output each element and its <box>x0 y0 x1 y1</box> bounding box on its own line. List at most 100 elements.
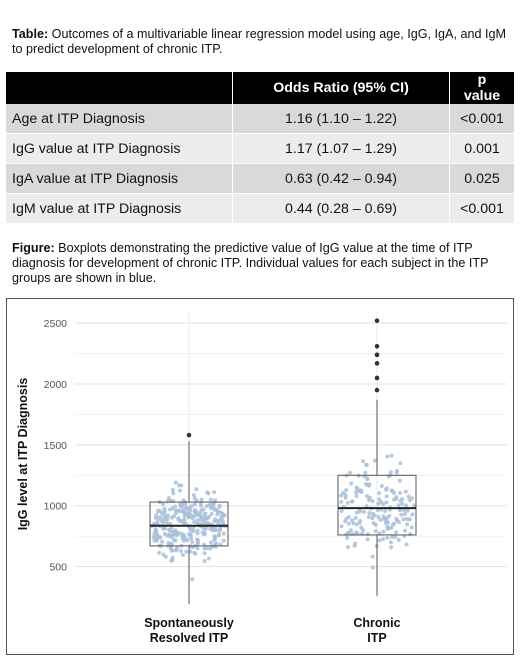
data-point <box>403 511 408 516</box>
data-point <box>215 512 220 517</box>
data-point <box>396 520 401 525</box>
data-point <box>359 525 364 530</box>
data-point <box>202 516 207 521</box>
data-point <box>157 534 162 539</box>
data-point <box>184 549 189 554</box>
data-point <box>379 483 384 488</box>
data-point <box>196 513 201 518</box>
data-point <box>376 514 381 519</box>
data-point <box>212 519 217 524</box>
data-point <box>173 504 178 509</box>
data-point <box>385 526 390 531</box>
data-point <box>192 502 197 507</box>
data-point <box>401 517 406 522</box>
data-point <box>388 540 393 545</box>
odds-ratio-cell: 1.17 (1.07 – 1.29) <box>232 133 450 164</box>
data-point <box>212 490 217 495</box>
data-point <box>400 501 405 506</box>
data-point <box>189 536 194 541</box>
data-point <box>359 490 364 495</box>
data-point <box>398 461 403 466</box>
data-point <box>195 541 200 546</box>
header-p-value: p value <box>449 72 514 104</box>
data-point <box>157 550 162 555</box>
data-point <box>370 511 375 516</box>
data-point <box>212 537 217 542</box>
data-point <box>377 538 382 543</box>
row-label: IgA value at ITP Diagnosis <box>6 163 233 194</box>
data-point <box>373 529 378 534</box>
data-point <box>377 497 382 502</box>
data-point <box>380 536 385 541</box>
data-point <box>395 468 400 473</box>
x-category-label: Chronic <box>353 616 400 630</box>
data-point <box>217 504 222 509</box>
table-row: IgM value at ITP Diagnosis 0.44 (0.28 – … <box>6 193 514 224</box>
data-point <box>394 530 399 535</box>
data-point <box>182 517 187 522</box>
data-point <box>365 532 370 537</box>
data-point <box>364 462 369 467</box>
data-point <box>190 577 195 582</box>
data-point <box>194 510 199 515</box>
data-point <box>178 549 183 554</box>
data-point <box>181 520 186 525</box>
data-point <box>179 503 184 508</box>
data-point <box>408 532 413 537</box>
data-point <box>407 517 412 522</box>
data-point <box>389 534 394 539</box>
p-value-cell: 0.025 <box>449 163 514 194</box>
data-point <box>161 518 166 523</box>
data-point <box>209 511 214 516</box>
data-point <box>349 499 354 504</box>
row-label: Age at ITP Diagnosis <box>6 104 233 134</box>
data-point <box>172 514 177 519</box>
data-point <box>180 536 185 541</box>
data-point <box>376 501 381 506</box>
regression-table: Odds Ratio (95% CI) p value Age at ITP D… <box>6 72 514 224</box>
data-point <box>351 521 356 526</box>
data-point <box>353 515 358 520</box>
data-point <box>370 565 375 570</box>
data-point <box>405 522 410 527</box>
table-caption-text: Outcomes of a multivariable linear regre… <box>12 27 506 56</box>
data-point <box>171 537 176 542</box>
data-point <box>168 541 173 546</box>
data-point <box>170 487 175 492</box>
data-point <box>389 526 394 531</box>
data-point <box>167 533 172 538</box>
table-caption-label: Table: <box>12 27 49 41</box>
data-point <box>181 507 186 512</box>
data-point <box>343 519 348 524</box>
data-point <box>345 500 350 505</box>
y-tick-label: 2000 <box>44 379 68 391</box>
data-point <box>163 554 168 559</box>
outlier-point <box>374 343 380 349</box>
data-point <box>208 540 213 545</box>
data-point <box>392 521 397 526</box>
data-point <box>383 509 388 514</box>
data-point <box>191 493 196 498</box>
data-point <box>206 556 211 561</box>
data-point <box>216 532 221 537</box>
figure-caption: Figure: Boxplots demonstrating the predi… <box>12 241 512 286</box>
data-point <box>179 483 184 488</box>
data-point <box>151 535 156 540</box>
data-point <box>349 518 354 523</box>
data-point <box>213 525 218 530</box>
data-point <box>165 517 170 522</box>
data-point <box>361 459 366 464</box>
data-point <box>396 538 401 543</box>
data-point <box>345 535 350 540</box>
data-point <box>160 539 165 544</box>
data-point <box>202 512 207 517</box>
data-point <box>398 490 403 495</box>
data-point <box>364 504 369 509</box>
data-point <box>409 525 414 530</box>
data-point <box>357 509 362 514</box>
table-caption: Table: Outcomes of a multivariable linea… <box>12 27 512 57</box>
x-category-label: ITP <box>367 631 386 645</box>
data-point <box>354 493 359 498</box>
data-point <box>412 503 417 508</box>
data-point <box>207 503 212 508</box>
